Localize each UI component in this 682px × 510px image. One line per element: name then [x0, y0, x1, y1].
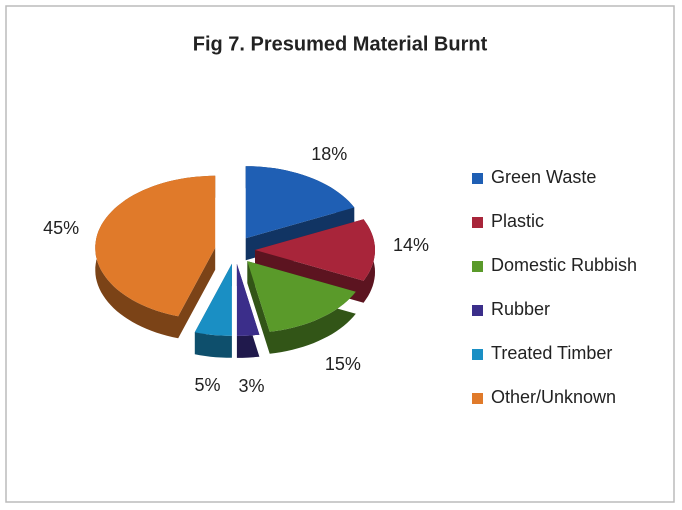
legend-label: Other/Unknown [491, 387, 616, 407]
legend-label: Green Waste [491, 167, 596, 187]
data-label: 5% [194, 375, 220, 395]
legend-label: Domestic Rubbish [491, 255, 637, 275]
legend-swatch [472, 349, 483, 360]
legend-swatch [472, 393, 483, 404]
legend-swatch [472, 173, 483, 184]
chart-title: Fig 7. Presumed Material Burnt [193, 33, 488, 55]
legend-label: Plastic [491, 211, 544, 231]
pie-slice [95, 175, 216, 317]
legend-swatch [472, 217, 483, 228]
data-label: 45% [43, 218, 79, 238]
data-label: 18% [311, 144, 347, 164]
data-label: 14% [393, 235, 429, 255]
legend-label: Treated Timber [491, 343, 612, 363]
pie-slice [247, 261, 356, 332]
data-label: 15% [325, 354, 361, 374]
legend-swatch [472, 305, 483, 316]
legend-label: Rubber [491, 299, 550, 319]
legend-swatch [472, 261, 483, 272]
pie-slice [236, 263, 260, 336]
pie-slice [194, 263, 232, 336]
pie-slice [245, 166, 355, 239]
data-label: 3% [239, 376, 265, 396]
pie-slice [255, 219, 375, 281]
